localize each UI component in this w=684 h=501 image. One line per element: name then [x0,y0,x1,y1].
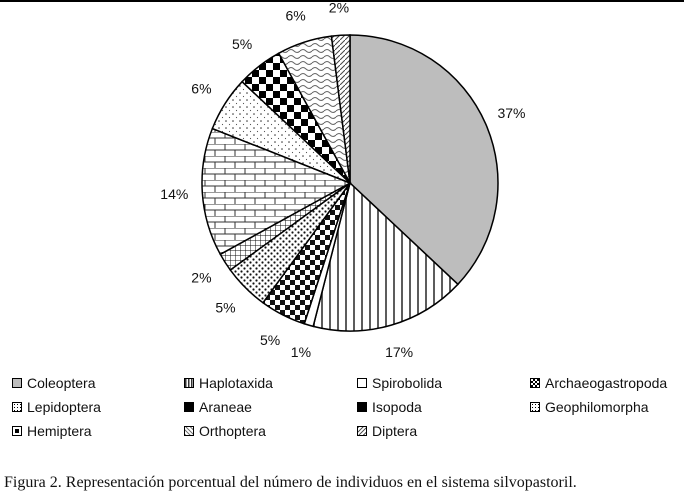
legend-swatch [184,402,194,412]
legend-swatch [357,426,367,436]
legend-item-archaeogastropoda: Archaeogastropoda [530,375,667,391]
top-border-line [0,0,684,2]
legend-item-spirobolida: Spirobolida [357,375,442,391]
pie-slice-haplotaxida [312,181,459,332]
slice-label-coleoptera: 37% [497,105,525,121]
figure-caption: Figura 2. Representación porcentual del … [4,474,577,491]
slice-label-archaeogastropoda: 5% [260,332,280,348]
legend-item-geophilomorpha: Geophilomorpha [530,399,649,415]
legend-swatch [530,378,540,388]
legend-swatch [357,378,367,388]
legend-label: Haplotaxida [199,375,273,391]
legend-item-lepidoptera: Lepidoptera [12,399,101,415]
legend-swatch [357,402,367,412]
slice-label-diptera: 2% [329,0,349,15]
legend-swatch [530,402,540,412]
slice-label-spirobolida: 1% [291,344,311,360]
pie-slice-isopoda [201,127,352,256]
slice-label-hemiptera: 5% [232,36,252,52]
legend-label: Orthoptera [199,423,266,439]
legend-item-isopoda: Isopoda [357,399,422,415]
legend-item-orthoptera: Orthoptera [184,423,266,439]
legend-item-hemiptera: Hemiptera [12,423,92,439]
legend-label: Araneae [199,399,252,415]
legend-swatch [184,426,194,436]
pie-chart: 37%17%1%5%5%2%14%6%5%6%2% [160,0,525,360]
pie-slice-diptera [330,34,351,184]
legend-swatch [12,378,22,388]
slice-label-isopoda: 14% [160,186,188,202]
slice-label-geophilomorpha: 6% [191,81,211,97]
legend-label: Diptera [372,423,418,439]
slice-label-haplotaxida: 17% [385,344,413,360]
slice-label-lepidoptera: 5% [215,300,235,316]
legend-label: Lepidoptera [27,399,101,415]
legend-label: Coleoptera [27,375,96,391]
legend-label: Spirobolida [372,375,443,391]
legend-label: Hemiptera [27,423,92,439]
legend-label: Isopoda [372,399,422,415]
pie-slice-coleoptera [349,34,499,286]
legend-swatch [12,402,22,412]
legend-label: Geophilomorpha [545,399,649,415]
legend-item-coleoptera: Coleoptera [12,375,96,391]
legend-swatch [184,378,194,388]
slice-label-orthoptera: 6% [285,8,305,24]
legend-item-haplotaxida: Haplotaxida [184,375,273,391]
legend-label: Archaeogastropoda [545,375,668,391]
legend-swatch [12,426,22,436]
legend-item-araneae: Araneae [184,399,252,415]
legend-item-diptera: Diptera [357,423,417,439]
slice-label-araneae: 2% [191,269,211,285]
